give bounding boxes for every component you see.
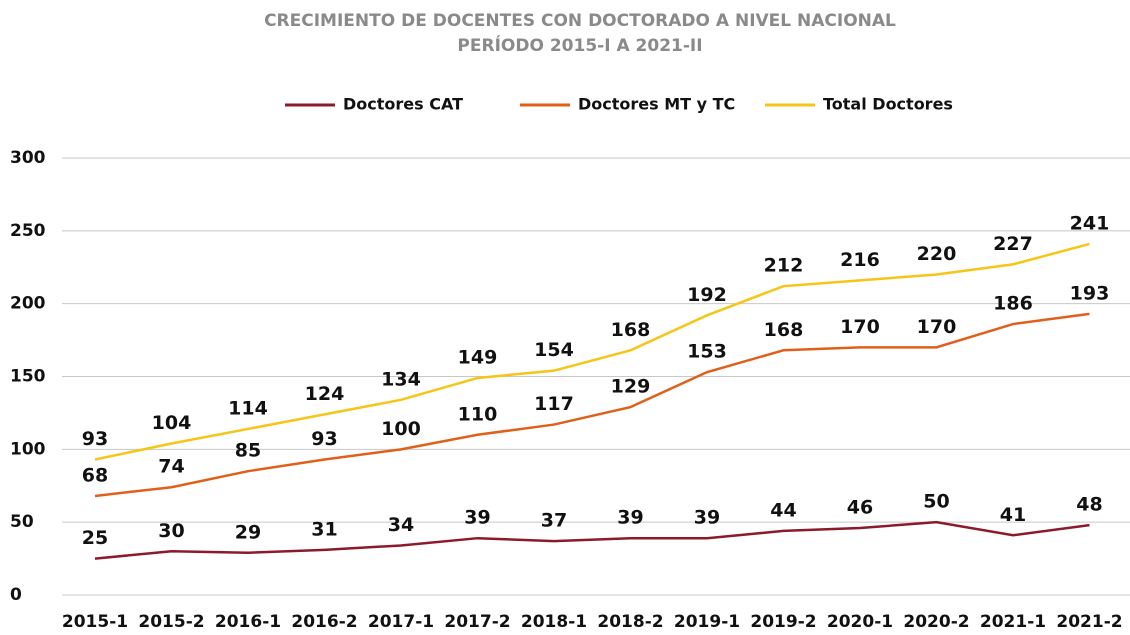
data-label: 110 bbox=[458, 403, 498, 425]
data-label: 168 bbox=[611, 319, 651, 341]
data-label: 186 bbox=[993, 293, 1033, 315]
data-label: 124 bbox=[305, 383, 345, 405]
data-label: 46 bbox=[847, 496, 873, 518]
data-label: 170 bbox=[840, 316, 880, 338]
y-tick-label: 250 bbox=[10, 221, 46, 241]
data-label: 48 bbox=[1076, 494, 1102, 516]
data-label: 37 bbox=[541, 510, 567, 532]
data-label: 68 bbox=[82, 464, 108, 486]
data-label: 31 bbox=[311, 518, 337, 540]
x-tick-label: 2021-2 bbox=[1056, 612, 1122, 632]
data-label: 129 bbox=[611, 376, 651, 398]
data-label: 154 bbox=[534, 339, 574, 361]
data-label: 44 bbox=[770, 499, 796, 521]
data-label: 100 bbox=[381, 418, 421, 440]
data-label: 93 bbox=[311, 428, 337, 450]
data-label: 25 bbox=[82, 527, 108, 549]
x-tick-label: 2020-1 bbox=[827, 612, 893, 632]
data-label: 39 bbox=[464, 507, 490, 529]
data-label: 134 bbox=[381, 368, 421, 390]
data-label: 30 bbox=[158, 520, 184, 542]
y-tick-label: 200 bbox=[10, 294, 46, 314]
data-label: 39 bbox=[617, 507, 643, 529]
x-tick-label: 2017-2 bbox=[444, 612, 510, 632]
y-tick-label: 300 bbox=[10, 148, 46, 168]
series-line bbox=[94, 242, 1090, 461]
legend-label: Doctores MT y TC bbox=[578, 95, 735, 114]
x-tick-label: 2016-2 bbox=[291, 612, 357, 632]
data-label: 85 bbox=[235, 440, 261, 462]
data-label: 241 bbox=[1070, 212, 1110, 234]
x-tick-label: 2016-1 bbox=[215, 612, 281, 632]
series-line bbox=[94, 312, 1090, 498]
x-tick-label: 2017-1 bbox=[368, 612, 434, 632]
x-tick-label: 2020-2 bbox=[903, 612, 969, 632]
y-tick-label: 100 bbox=[10, 439, 46, 459]
x-tick-label: 2019-1 bbox=[674, 612, 740, 632]
series-line bbox=[94, 520, 1090, 560]
data-label: 153 bbox=[687, 341, 727, 363]
x-tick-label: 2015-2 bbox=[138, 612, 204, 632]
data-label: 114 bbox=[228, 397, 268, 419]
y-tick-label: 150 bbox=[10, 367, 46, 387]
data-label: 29 bbox=[235, 521, 261, 543]
data-label: 39 bbox=[694, 507, 720, 529]
data-label: 41 bbox=[1000, 504, 1026, 526]
data-label: 74 bbox=[158, 456, 184, 478]
chart-subtitle: PERÍODO 2015-I A 2021-II bbox=[457, 34, 702, 56]
data-label: 220 bbox=[917, 243, 957, 265]
x-tick-label: 2015-1 bbox=[62, 612, 128, 632]
data-label: 93 bbox=[82, 428, 108, 450]
data-label: 168 bbox=[764, 319, 804, 341]
x-tick-label: 2021-1 bbox=[980, 612, 1046, 632]
data-label: 149 bbox=[458, 346, 498, 368]
data-label: 104 bbox=[152, 412, 192, 434]
x-tick-label: 2018-1 bbox=[521, 612, 587, 632]
data-label: 192 bbox=[687, 284, 727, 306]
data-label: 212 bbox=[764, 255, 804, 277]
data-label: 170 bbox=[917, 316, 957, 338]
chart-title: CRECIMIENTO DE DOCENTES CON DOCTORADO A … bbox=[264, 11, 896, 31]
y-tick-label: 0 bbox=[10, 585, 22, 605]
data-label: 216 bbox=[840, 249, 880, 271]
legend-label: Total Doctores bbox=[823, 95, 953, 114]
data-label: 50 bbox=[923, 491, 949, 513]
x-tick-label: 2018-2 bbox=[597, 612, 663, 632]
data-label: 117 bbox=[534, 393, 574, 415]
legend-label: Doctores CAT bbox=[343, 95, 463, 114]
y-tick-label: 50 bbox=[10, 512, 34, 532]
data-label: 193 bbox=[1070, 282, 1110, 304]
data-label: 34 bbox=[388, 514, 414, 536]
data-label: 227 bbox=[993, 233, 1033, 255]
x-tick-label: 2019-2 bbox=[750, 612, 816, 632]
